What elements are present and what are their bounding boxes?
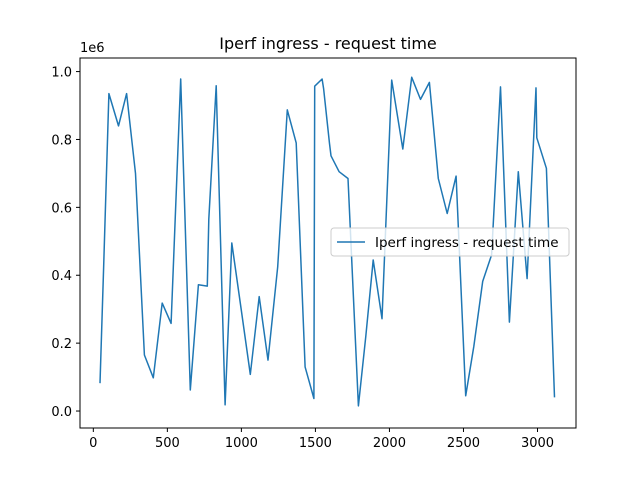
x-tick-label: 1500 [299, 436, 332, 451]
axes-frame [79, 57, 577, 429]
legend: Iperf ingress - request time [330, 227, 570, 257]
y-tick-label: 0.6 [51, 201, 72, 216]
legend-box [330, 227, 570, 257]
chart-title: Iperf ingress - request time [219, 34, 437, 53]
series-line [99, 76, 556, 407]
y-tick-label: 1.0 [51, 66, 72, 81]
y-offset-label: 1e6 [80, 41, 105, 56]
axis-ticks: 0 500 1000 1500 2000 2500 3000 0.0 0.2 0.4 0.6 0.8 1… [51, 66, 554, 451]
y-tick-label: 0.0 [51, 405, 72, 420]
x-tick-label: 0 [89, 436, 97, 451]
x-tick-label: 500 [155, 436, 180, 451]
x-tick-label: 2500 [447, 436, 480, 451]
legend-label: Iperf ingress - request time [375, 235, 559, 251]
x-tick-label: 3000 [521, 436, 554, 451]
y-tick-label: 0.2 [51, 337, 72, 352]
series-layer [99, 76, 556, 407]
x-tick-label: 2000 [373, 436, 406, 451]
y-tick-label: 0.4 [51, 269, 72, 284]
y-tick-label: 0.8 [51, 133, 72, 148]
x-tick-label: 1000 [225, 436, 258, 451]
